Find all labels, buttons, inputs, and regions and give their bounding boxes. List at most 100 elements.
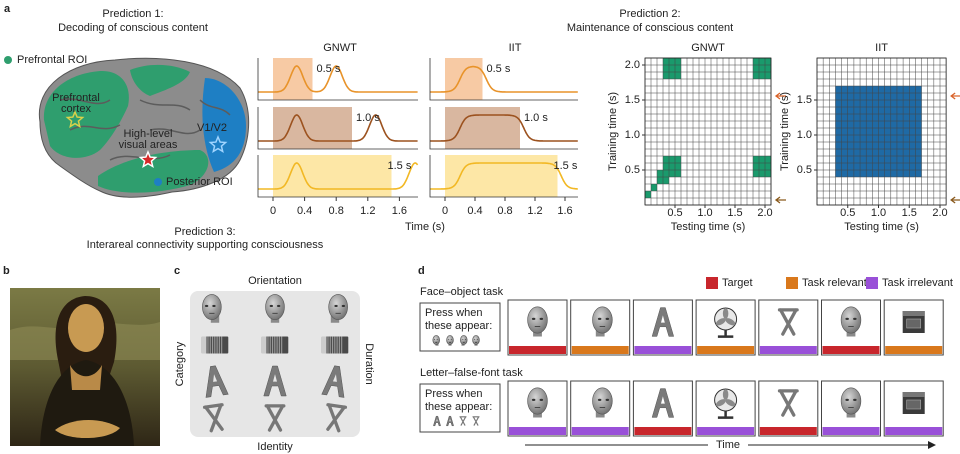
legend-label: Task irrelevant: [882, 277, 953, 289]
stimulus-frame: [632, 299, 693, 356]
tick-label: 0.5: [625, 164, 640, 176]
stimulus-shade: [445, 58, 483, 100]
keys: [201, 336, 207, 354]
axis-label: Duration: [363, 343, 375, 385]
bellow: [336, 336, 338, 354]
glyph-hole: [273, 374, 277, 382]
axis-label: Training time (s): [607, 92, 619, 171]
head: [840, 387, 862, 415]
glyph: [264, 404, 286, 432]
label: Prediction 3:: [174, 226, 235, 238]
panel-label: c: [174, 265, 180, 277]
area-label: visual areas: [119, 139, 178, 151]
axis-label: Testing time (s): [671, 221, 746, 233]
task-name: Face–object task: [420, 286, 504, 298]
area-label: cortex: [61, 103, 91, 115]
legend-label: Task relevant: [802, 277, 867, 289]
stimulus-shade: [273, 58, 313, 100]
false-font: [777, 389, 799, 417]
condition-bar: [759, 346, 817, 354]
eye: [204, 304, 209, 308]
head: [592, 387, 613, 415]
tick-label: 1.2: [527, 205, 542, 217]
condition-bar: [634, 346, 692, 354]
instruction-box: [419, 302, 501, 352]
eye: [531, 317, 536, 320]
eye: [853, 317, 857, 320]
legend-label: Target: [722, 277, 753, 289]
axis: [257, 155, 418, 198]
tick-label: 2.0: [757, 207, 772, 219]
eye: [334, 304, 338, 308]
tick-label: 1.5: [625, 94, 640, 106]
glyph: [472, 416, 480, 426]
bellow: [211, 336, 214, 354]
eye: [474, 339, 476, 340]
tick-label: 1.0: [797, 129, 812, 141]
condition-bar: [885, 427, 943, 435]
condition-bar: [509, 346, 566, 354]
matrix-cells: [651, 184, 657, 191]
panel-label: b: [3, 265, 10, 277]
bellow: [209, 336, 211, 354]
stimulus-frame: [758, 380, 819, 437]
head: [472, 335, 480, 345]
fan-blade: [722, 389, 729, 400]
matrix-cells: [753, 58, 771, 79]
bellow: [218, 336, 220, 354]
stimulus-frame: [632, 380, 693, 437]
axis: [429, 58, 578, 101]
glyph: [202, 403, 224, 433]
stimulus-frame: [821, 299, 881, 356]
head: [328, 294, 348, 320]
glyph-hole: [449, 418, 451, 422]
false-font: [326, 403, 348, 433]
eye: [597, 317, 602, 320]
bellow: [207, 336, 209, 354]
stimulus-frame: [821, 380, 881, 437]
eye: [597, 398, 602, 401]
letter-a: [446, 415, 454, 427]
head: [446, 335, 454, 345]
stimulus-frame: [507, 299, 568, 356]
label: Prediction 1:: [102, 8, 163, 20]
oven-top: [902, 392, 925, 397]
star: [138, 150, 158, 169]
condition-bar: [571, 346, 629, 354]
tick-label: 1.5: [797, 94, 812, 106]
glyph: [205, 365, 229, 398]
tick-label: 1.5: [727, 207, 742, 219]
stimulus-frame: [695, 380, 756, 437]
bellow: [221, 336, 223, 354]
temporal-roi: [98, 150, 209, 193]
axis-label: Category: [174, 341, 186, 386]
area-label: High-level: [124, 128, 173, 140]
keys: [321, 336, 327, 354]
eye: [341, 304, 346, 308]
face: [68, 304, 104, 352]
fan-blade: [725, 318, 736, 326]
response-curve: [430, 65, 578, 93]
legend-dot: [154, 178, 162, 186]
tick-label: 0: [270, 205, 276, 217]
eye: [450, 339, 452, 340]
bellow: [276, 336, 278, 354]
bellow: [271, 336, 274, 354]
frame: [758, 380, 819, 437]
bellow: [334, 336, 336, 354]
tick-label: 1.0: [871, 207, 886, 219]
glyph-hole: [436, 418, 438, 422]
axis-label: Training time (s): [779, 92, 791, 171]
task-name: Letter–false-font task: [420, 367, 523, 379]
axis-label: Identity: [257, 441, 293, 453]
duration-label: 1.0 s: [524, 112, 548, 124]
eye: [845, 398, 849, 401]
axis-label: Time (s): [405, 221, 445, 233]
star: [65, 110, 85, 129]
tick-label: 2.0: [625, 59, 640, 71]
tick-label: 0.5: [667, 207, 682, 219]
letter-a: [263, 365, 287, 397]
instruction: these appear:: [425, 401, 492, 413]
stimuli: [201, 294, 349, 433]
glyph: [326, 403, 348, 433]
